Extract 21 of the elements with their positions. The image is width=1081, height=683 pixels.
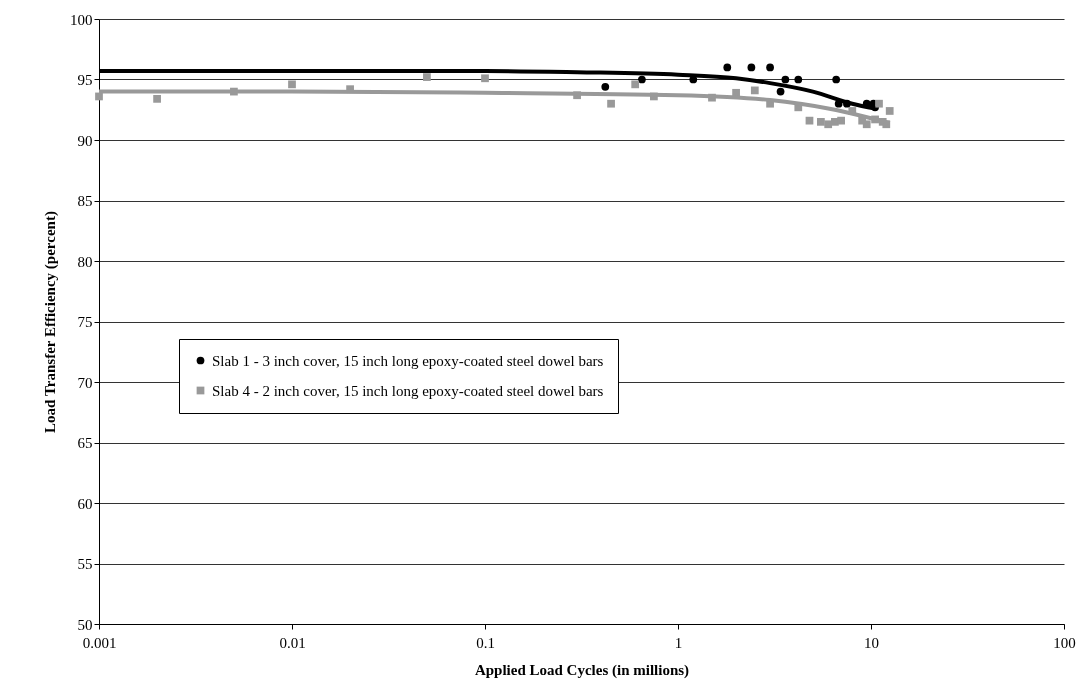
y-tick-label: 80 [77,253,93,270]
y-tick-label: 90 [77,132,93,149]
x-tick-label: 1 [674,634,683,651]
y-tick-label: 50 [77,616,93,633]
x-tick-label: 0.001 [82,634,117,651]
y-tick-label: 55 [77,556,93,572]
y-tick-label: 75 [77,314,93,330]
legend-label: Slab 1 - 3 inch cover, 15 inch long epoxy-coated steel dowel bars [212,352,604,369]
legend-label: Slab 4 - 2 inch cover, 15 inch long epoxy-coated steel dowel bars [212,382,604,399]
x-tick-label: 10 [864,634,879,651]
y-tick-label: 95 [77,72,93,88]
y-tick-label: 60 [77,495,93,512]
x-axis-title: Applied Load Cycles (in millions) [474,661,690,679]
x-tick-label: 0.01 [279,634,306,651]
y-tick-label: 85 [77,193,93,209]
y-tick-label: 70 [77,374,93,391]
x-tick-label: 0.1 [476,634,495,651]
y-axis-title: Load Transfer Efficiency (percent) [42,211,59,433]
y-tick-label: 100 [70,11,93,28]
x-tick-label: 100 [1053,634,1076,651]
y-tick-label: 65 [77,435,93,451]
